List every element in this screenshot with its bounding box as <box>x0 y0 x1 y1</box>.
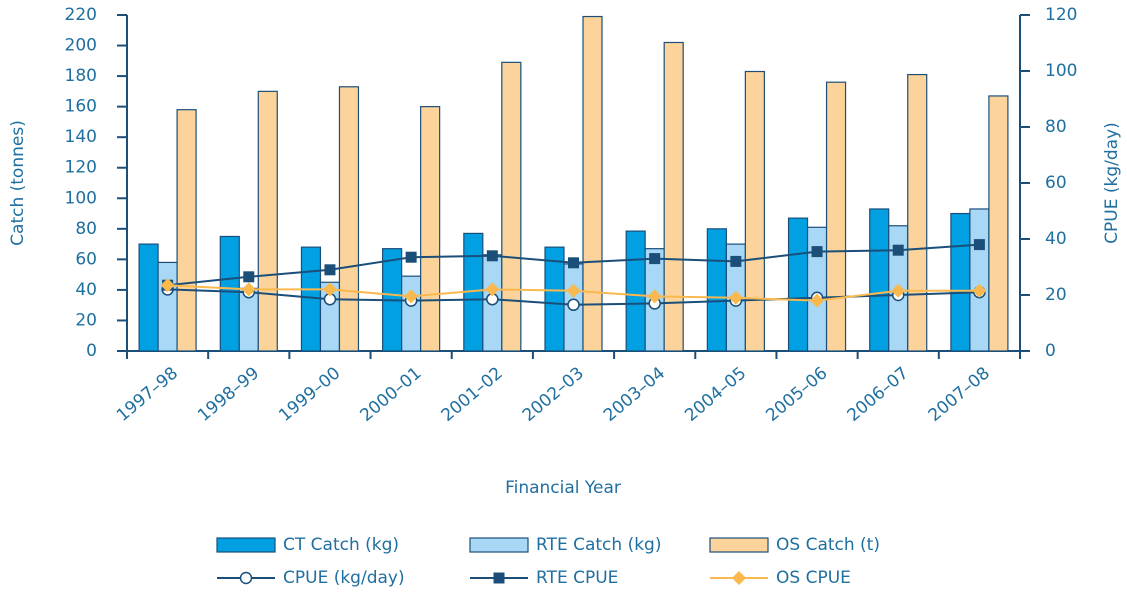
point <box>405 251 417 263</box>
point <box>811 246 823 258</box>
point <box>647 289 662 304</box>
point <box>322 282 337 297</box>
x-tick-label: 2006–07 <box>844 363 913 426</box>
bar <box>988 95 1009 352</box>
bar <box>663 41 684 352</box>
y-axis-title: Catch (tonnes) <box>8 120 28 246</box>
bar <box>869 208 890 352</box>
point <box>324 264 336 276</box>
y-tick-label: 20 <box>75 310 97 330</box>
bar <box>706 228 727 352</box>
bar <box>969 208 990 352</box>
legend-marker <box>732 571 746 585</box>
y-tick-label: 0 <box>86 341 97 361</box>
bar <box>501 61 522 352</box>
y-tick-label: 80 <box>75 219 97 239</box>
bar <box>157 261 178 352</box>
legend-swatch <box>216 537 276 553</box>
bar <box>625 230 646 352</box>
point <box>566 283 581 298</box>
point <box>486 250 498 262</box>
bar <box>138 243 159 352</box>
legend-label: OS Catch (t) <box>776 535 880 555</box>
legend-label: RTE Catch (kg) <box>536 535 661 555</box>
legend-label: CPUE (kg/day) <box>283 568 405 588</box>
point <box>649 253 661 265</box>
x-tick-label: 1998–99 <box>194 363 263 426</box>
point <box>810 293 825 308</box>
bar <box>338 86 360 352</box>
y-tick-label: 100 <box>65 188 97 208</box>
x-tick-label: 2001–02 <box>438 363 507 426</box>
y-tick-label: 160 <box>65 97 97 117</box>
x-tick-label: 2000–01 <box>356 363 425 426</box>
bar <box>176 109 197 352</box>
point <box>728 290 743 305</box>
legend-swatch <box>469 537 529 553</box>
x-tick-label: 2003–04 <box>600 363 669 426</box>
legend-swatch <box>709 537 769 553</box>
point <box>730 255 742 267</box>
y2-tick-label: 20 <box>1045 285 1067 305</box>
bar <box>950 212 971 352</box>
y2-tick-label: 80 <box>1045 117 1067 137</box>
x-tick-label: 2007–08 <box>925 363 994 426</box>
bar <box>219 235 240 352</box>
bar <box>787 217 809 352</box>
point <box>485 282 500 297</box>
point <box>160 278 175 293</box>
point <box>404 289 419 304</box>
point <box>972 283 987 298</box>
bar <box>806 226 828 352</box>
x-tick-label: 2005–06 <box>762 363 831 426</box>
y2-tick-label: 120 <box>1045 5 1077 25</box>
x-tick-label: 2002–03 <box>519 363 588 426</box>
y-tick-label: 220 <box>65 5 97 25</box>
y2-axis-title: CPUE (kg/day) <box>1102 122 1122 244</box>
y2-tick-label: 60 <box>1045 173 1067 193</box>
y-tick-label: 60 <box>75 249 97 269</box>
legend-label: CT Catch (kg) <box>283 535 399 555</box>
point <box>243 271 255 283</box>
y-tick-label: 120 <box>65 158 97 178</box>
point <box>568 257 579 269</box>
y-tick-label: 200 <box>65 36 97 56</box>
legend-label: RTE CPUE <box>536 568 618 588</box>
point <box>567 298 580 312</box>
legend-label: OS CPUE <box>776 568 851 588</box>
bar <box>257 90 278 352</box>
y-tick-label: 180 <box>65 66 97 86</box>
point <box>973 239 985 251</box>
y2-tick-label: 100 <box>1045 61 1077 81</box>
y-tick-label: 40 <box>75 280 97 300</box>
x-tick-label: 2004–05 <box>681 363 750 426</box>
y2-tick-label: 40 <box>1045 229 1067 249</box>
point <box>892 244 904 256</box>
bar <box>744 70 765 352</box>
bar <box>907 73 928 352</box>
legend-marker <box>493 572 505 584</box>
point <box>241 282 256 297</box>
point <box>891 283 906 298</box>
legend-marker <box>239 571 253 585</box>
bar <box>401 275 422 352</box>
bar <box>582 15 603 352</box>
x-tick-label: 1999–00 <box>275 363 344 426</box>
bar <box>825 81 847 352</box>
bar <box>420 106 441 352</box>
y-tick-label: 140 <box>65 127 97 147</box>
y2-tick-label: 0 <box>1045 341 1056 361</box>
x-axis-title: Financial Year <box>505 478 621 498</box>
x-tick-label: 1997–98 <box>113 363 182 426</box>
